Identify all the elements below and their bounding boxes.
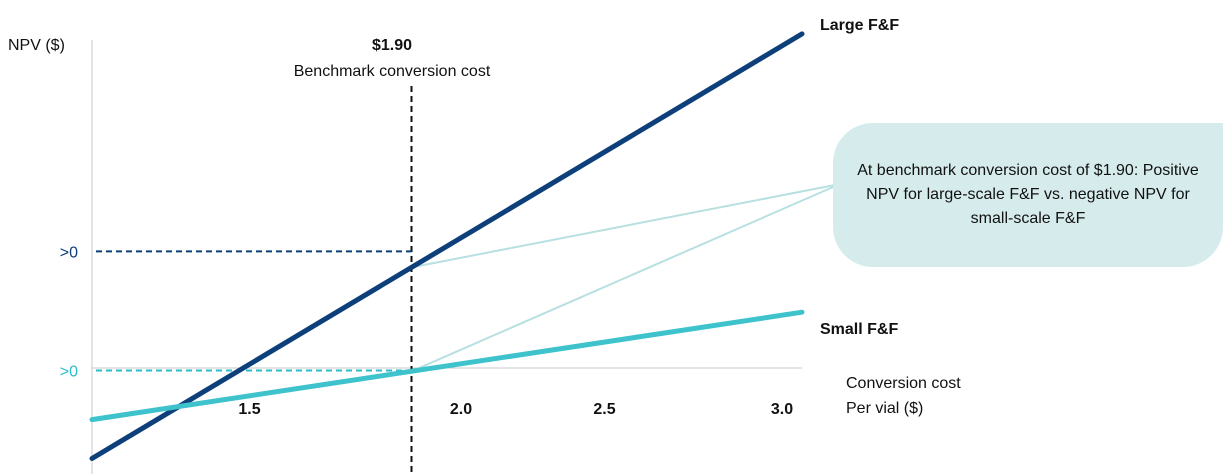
annotation-text: At benchmark conversion cost of $1.90: P…: [857, 162, 1199, 227]
x-tick-label-3-0: 3.0: [771, 401, 793, 418]
connector-small: [411, 183, 841, 373]
x-tick-label-2-5: 2.5: [593, 401, 615, 418]
series-line-large-f-f: [89, 31, 805, 461]
annotation-callout: At benchmark conversion cost of $1.90: P…: [833, 123, 1223, 267]
x-tick-label-2-0: 2.0: [450, 401, 472, 418]
x-tick-label-1-5: 1.5: [238, 401, 260, 418]
y-tick-label-2: >0: [60, 363, 78, 380]
series-line-small-f-f: [89, 309, 805, 423]
benchmark-label: Benchmark conversion cost: [294, 63, 491, 80]
series-label-large-f-f: Large F&F: [820, 17, 899, 34]
x-axis-label-line1: Conversion cost: [846, 375, 961, 392]
y-axis-label: NPV ($): [8, 37, 65, 54]
benchmark-value-label: $1.90: [372, 37, 412, 54]
series-label-small-f-f: Small F&F: [820, 321, 898, 338]
y-tick-label-1: >0: [60, 244, 78, 261]
x-axis-label-line2: Per vial ($): [846, 400, 923, 417]
connector-large: [411, 183, 841, 269]
